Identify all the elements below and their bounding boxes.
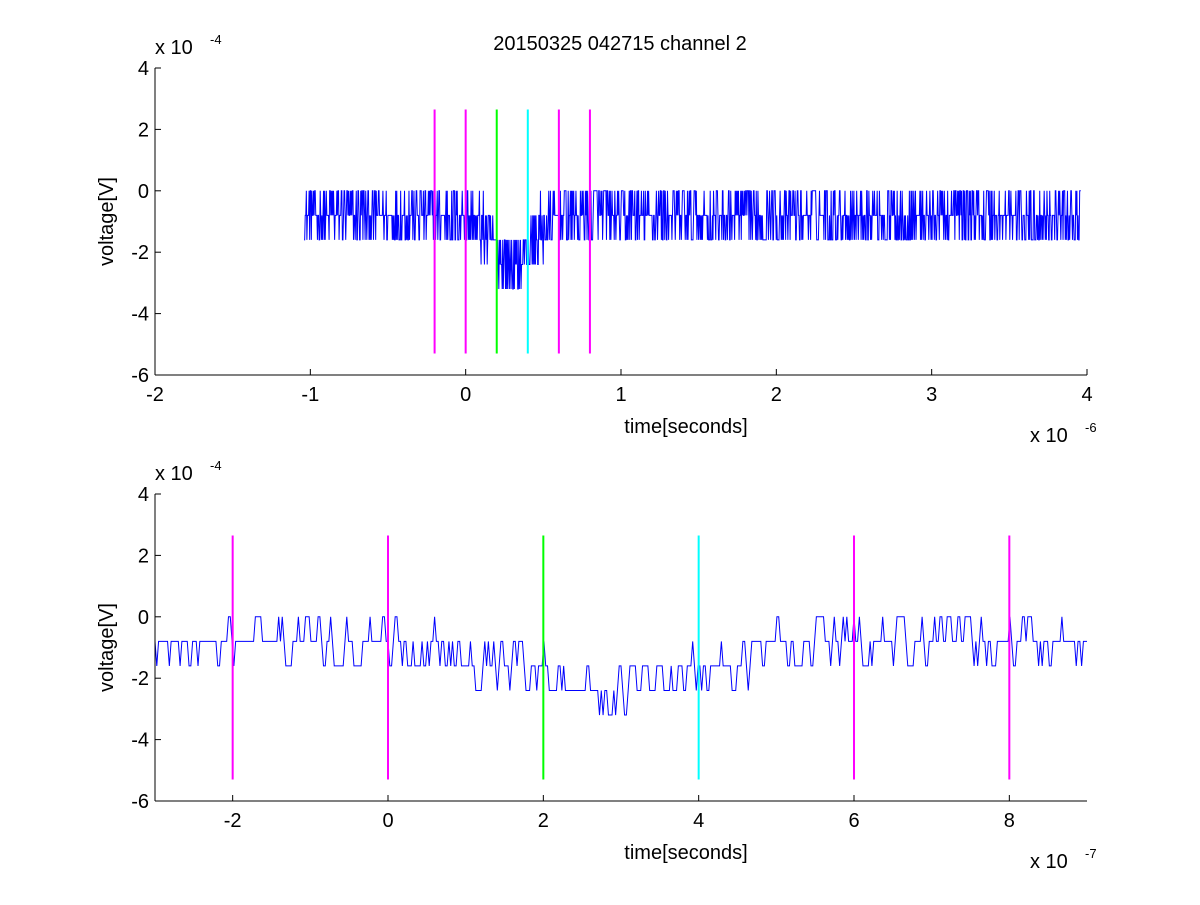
y-exponent-power: -4 (210, 458, 222, 473)
y-tick-label: -2 (131, 242, 149, 264)
bottom-subplot: -2 0 2 4 6 8 -6 -4 -2 0 2 4 time[seconds] voltage[V] x… (96, 458, 1097, 873)
y-exponent-power: -4 (210, 32, 222, 47)
y-axis-label: voltage[V] (96, 603, 118, 692)
x-tick-label: 4 (693, 810, 704, 832)
x-tick-label: 2 (538, 810, 549, 832)
y-tick-label: -4 (131, 304, 149, 326)
x-tick-label: 0 (460, 384, 471, 406)
y-exponent-label: x 10 (155, 463, 193, 485)
x-tick-label: 1 (615, 384, 626, 406)
x-tick-label: -2 (224, 810, 242, 832)
x-tick-label: 4 (1081, 384, 1092, 406)
x-exponent-label: x 10 (1030, 851, 1068, 873)
y-tick-label: 2 (138, 119, 149, 141)
y-tick-label: 4 (138, 484, 149, 506)
x-tick-label: 0 (382, 810, 393, 832)
x-exponent-label: x 10 (1030, 425, 1068, 447)
x-axis-label: time[seconds] (624, 416, 747, 438)
signal-trace (304, 190, 1081, 290)
y-tick-label: 2 (138, 545, 149, 567)
y-tick-label: -4 (131, 730, 149, 752)
x-exponent-power: -7 (1085, 846, 1097, 861)
y-tick-label: -6 (131, 365, 149, 387)
y-tick-label: 4 (138, 58, 149, 80)
x-tick-label: 3 (926, 384, 937, 406)
y-axis-label: voltage[V] (96, 177, 118, 266)
x-exponent-power: -6 (1085, 420, 1097, 435)
x-axis-label: time[seconds] (624, 842, 747, 864)
y-tick-label: 0 (138, 607, 149, 629)
x-tick-label: 8 (1004, 810, 1015, 832)
y-tick-label: 0 (138, 181, 149, 203)
x-tick-label: -2 (146, 384, 164, 406)
top-subplot: -2 -1 0 1 2 3 4 -6 -4 -2 0 2 4 time[seconds] voltage[V… (96, 32, 1097, 447)
y-tick-label: -6 (131, 791, 149, 813)
figure-title: 20150325 042715 channel 2 (493, 33, 747, 55)
x-tick-label: 6 (848, 810, 859, 832)
signal-trace (154, 616, 1087, 716)
x-tick-label: -1 (301, 384, 319, 406)
y-exponent-label: x 10 (155, 37, 193, 59)
y-tick-label: -2 (131, 668, 149, 690)
x-tick-label: 2 (771, 384, 782, 406)
